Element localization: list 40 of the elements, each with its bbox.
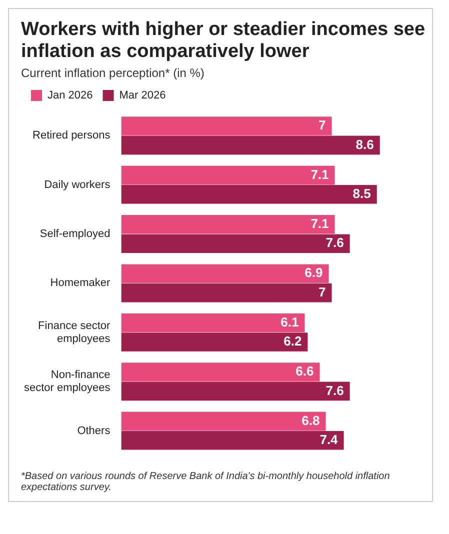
bar <box>121 136 380 155</box>
y-tick-label: Others <box>77 424 111 437</box>
data-label: 8.6 <box>356 136 374 152</box>
bar <box>121 184 377 204</box>
data-label: 7 <box>318 118 326 133</box>
y-tick-label: Retired persons <box>32 130 111 142</box>
bar <box>121 412 326 431</box>
y-tick-label: Homemaker <box>50 277 111 290</box>
bar <box>121 332 308 352</box>
data-label: 7.6 <box>326 235 344 250</box>
data-label: 7.1 <box>310 216 329 231</box>
chart-title: Workers with higher or steadier incomes see inflation as comparatively lower <box>21 19 426 63</box>
text: *Based on various rounds of Reserve Bank of India's bi-monthly household inflation expectations survey. <box>21 471 391 493</box>
bar <box>121 430 344 450</box>
y-tick-label: Daily workers <box>44 178 111 191</box>
legend-label: Jan 2026 <box>48 90 93 102</box>
data-label: 8.5 <box>352 186 371 201</box>
data-label: 7 <box>318 284 326 300</box>
bar <box>121 313 305 332</box>
data-label: 6.9 <box>304 265 323 280</box>
data-label: 6.6 <box>296 364 314 379</box>
bar <box>121 215 335 234</box>
data-label: 7.6 <box>326 382 344 398</box>
legend-label: Mar 2026 <box>119 90 166 102</box>
data-label: 6.1 <box>280 314 299 330</box>
data-label: 6.8 <box>302 412 320 428</box>
bar <box>121 264 329 284</box>
bar <box>121 283 332 302</box>
bar <box>121 362 320 382</box>
chart-subtitle: Current inflation perception* (in %) <box>21 66 206 80</box>
y-tick-label: Self-employed <box>40 228 110 240</box>
bar <box>121 234 350 253</box>
bar <box>121 116 332 136</box>
data-label: 6.2 <box>284 334 302 349</box>
bar <box>121 382 350 401</box>
y-tick-label: Non-finance sector employees <box>24 369 111 394</box>
y-tick-label: Finance sector employees <box>38 320 111 346</box>
data-label: 7.1 <box>310 166 329 182</box>
bar <box>121 166 335 185</box>
data-label: 7.4 <box>320 432 339 447</box>
